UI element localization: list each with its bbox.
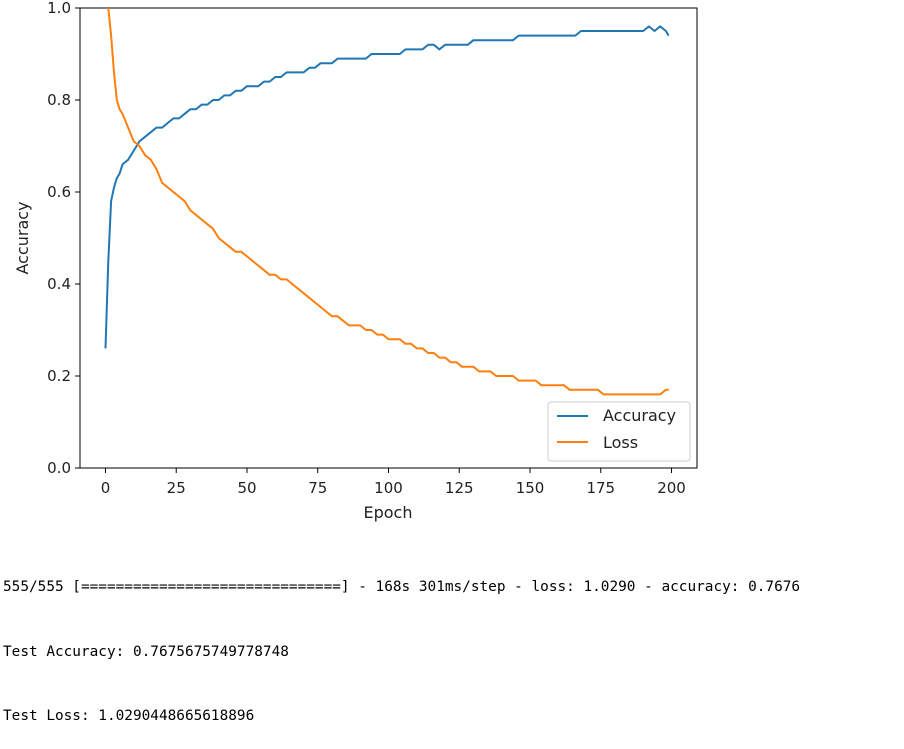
console-line-test-loss: Test Loss: 1.0290448665618896 [3, 708, 255, 724]
x-tick-label: 150 [516, 479, 545, 497]
legend-accuracy-label: Accuracy [603, 406, 676, 425]
legend: Accuracy Loss [547, 401, 691, 462]
y-tick-label: 0.8 [47, 91, 71, 109]
x-tick-label: 50 [237, 479, 256, 497]
y-tick-label: 0.0 [47, 459, 71, 477]
series-accuracy-line [104, 25, 670, 349]
console-output: 555/555 [==============================]… [3, 534, 800, 749]
y-tick-label: 0.2 [47, 367, 71, 385]
y-tick-label: 0.6 [47, 183, 71, 201]
training-chart: 0 25 50 75 100 125 150 175 200 0.0 0.2 0.4 0.6 0.8 1.… [13, 0, 698, 522]
x-tick-label: 0 [101, 479, 111, 497]
x-tick-label: 175 [586, 479, 615, 497]
plot-frame [79, 7, 698, 469]
x-tick-label: 25 [167, 479, 186, 497]
x-tick-label: 200 [657, 479, 686, 497]
y-tick-label: 1.0 [47, 0, 71, 17]
x-tick-label: 100 [374, 479, 403, 497]
series-loss-line [107, 8, 669, 396]
y-tick-label: 0.4 [47, 275, 71, 293]
x-axis-label: Epoch [364, 503, 413, 522]
series-layer [104, 8, 670, 396]
x-tick-label: 75 [308, 479, 327, 497]
y-axis-ticks: 0.0 0.2 0.4 0.6 0.8 1.0 [47, 0, 80, 477]
x-tick-label: 125 [445, 479, 474, 497]
console-line-test-accuracy: Test Accuracy: 0.7675675749778748 [3, 643, 289, 660]
console-line-progress: 555/555 [==============================]… [3, 579, 801, 595]
legend-loss-label: Loss [603, 433, 638, 452]
plot-area [79, 7, 698, 469]
x-axis-ticks: 0 25 50 75 100 125 150 175 200 [101, 468, 686, 497]
y-axis-label: Accuracy [13, 201, 32, 274]
